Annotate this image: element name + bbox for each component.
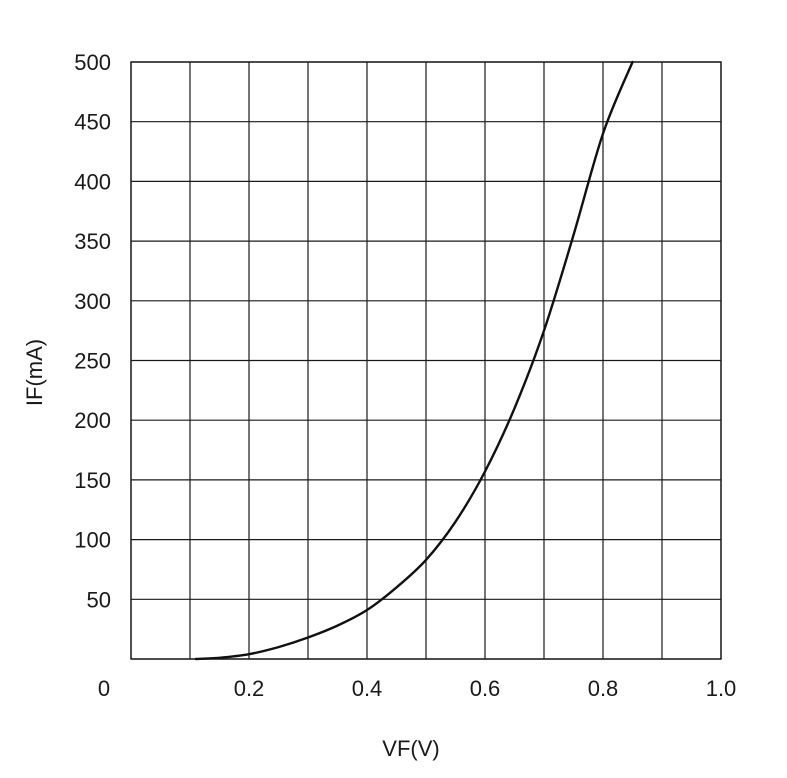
x-tick-label: 0.8: [588, 676, 619, 701]
grid-lines: [130, 61, 722, 660]
y-tick-label: 250: [74, 349, 111, 374]
y-tick-label: 500: [74, 50, 111, 75]
x-axis-tick-labels: 0.2 0.4 0.6 0.8 1.0: [234, 676, 737, 701]
x-axis-label: VF(V): [382, 736, 439, 761]
y-tick-label: 400: [74, 169, 111, 194]
y-axis-label: IF(mA): [22, 339, 47, 406]
y-tick-label: 350: [74, 229, 111, 254]
y-axis-tick-labels: 50 100 150 200 250 300 350 400 450 500: [74, 50, 111, 612]
plot-frame: [130, 61, 722, 660]
y-tick-label: 300: [74, 289, 111, 314]
y-tick-label: 150: [74, 468, 111, 493]
x-tick-label: 1.0: [706, 676, 737, 701]
x-tick-label: 0.2: [234, 676, 265, 701]
y-tick-label: 100: [74, 528, 111, 553]
y-tick-label: 450: [74, 110, 111, 135]
origin-label: 0: [98, 676, 110, 701]
series-line-if-vs-vf: [194, 60, 634, 661]
y-tick-label: 200: [74, 408, 111, 433]
x-tick-label: 0.4: [352, 676, 383, 701]
y-tick-label: 50: [87, 587, 111, 612]
x-tick-label: 0.6: [470, 676, 501, 701]
